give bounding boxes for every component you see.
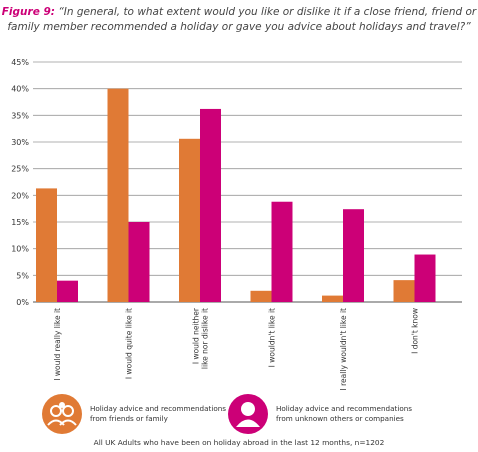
unknown-person-icon: [228, 394, 268, 434]
legend-label-friends-line1: Holiday advice and recommendations: [90, 404, 227, 413]
legend-label-unknown-line2: from unknown others or companies: [276, 414, 404, 423]
x-tick-label: like nor dislike it: [201, 308, 210, 369]
legend-label-unknown: Holiday advice and recommendations from …: [276, 404, 426, 424]
legend-label-friends-line2: from friends or family: [90, 414, 168, 423]
x-tick-label: I would quite like it: [125, 308, 134, 379]
footnote: All UK Adults who have been on holiday a…: [93, 438, 385, 447]
figure-label: Figure 9:: [1, 6, 55, 18]
y-tick-label: 10%: [11, 245, 29, 254]
legend-label-friends: Holiday advice and recommendations from …: [90, 404, 240, 424]
y-tick-label: 25%: [11, 165, 29, 174]
bar-unknown: [57, 280, 78, 302]
y-tick-label: 5%: [16, 271, 29, 280]
bar-friends: [179, 138, 200, 302]
bar-friends: [250, 290, 272, 302]
legend-item-friends: Holiday advice and recommendations from …: [42, 394, 240, 434]
question-text: “In general, to what extent would you li…: [7, 6, 477, 33]
bar-unknown: [343, 209, 364, 302]
bar-friends: [107, 88, 129, 303]
bar-friends: [393, 280, 415, 302]
bar-friends: [36, 188, 57, 302]
legend-label-unknown-line1: Holiday advice and recommendations: [276, 404, 413, 413]
x-tick-label: I don't know: [411, 308, 420, 354]
friends-family-icon: [42, 394, 82, 434]
chart-title: Figure 9: “In general, to what extent wo…: [0, 5, 478, 35]
x-tick-label: I really wouldn't like it: [339, 308, 348, 391]
x-tick-label: I would neither: [192, 307, 201, 364]
y-tick-label: 30%: [11, 138, 29, 147]
bar-unknown: [414, 254, 436, 302]
x-tick-label: I would really like it: [53, 308, 62, 381]
y-tick-label: 35%: [11, 111, 29, 120]
bar-unknown: [271, 201, 293, 302]
legend-item-unknown: Holiday advice and recommendations from …: [228, 394, 426, 434]
y-tick-label: 40%: [11, 85, 29, 94]
y-tick-label: 15%: [11, 218, 29, 227]
y-tick-label: 20%: [11, 191, 29, 200]
y-tick-label: 0%: [16, 298, 29, 307]
y-tick-label: 45%: [11, 58, 29, 67]
x-tick-label: I wouldn't like it: [268, 308, 277, 367]
bar-unknown: [128, 222, 150, 302]
bar-friends: [322, 295, 343, 302]
bar-unknown: [200, 108, 221, 302]
